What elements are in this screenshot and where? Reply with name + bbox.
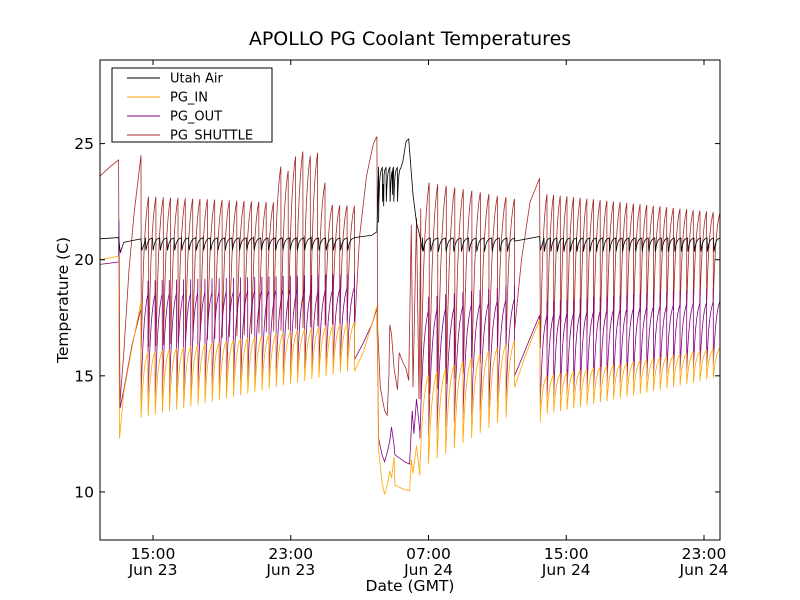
x-tick-label-date: Jun 23	[128, 561, 178, 579]
x-axis-label: Date (GMT)	[366, 577, 455, 595]
legend: Utah Air PG_IN PG_OUT PG_SHUTTLE	[111, 67, 273, 144]
y-tick-label: 20	[74, 251, 94, 269]
plot-lines	[100, 136, 720, 495]
x-tick-label-date: Jun 24	[541, 561, 591, 579]
legend-label: PG_IN	[170, 91, 208, 106]
y-tick-label: 25	[74, 135, 94, 153]
x-tick-label-time: 23:00	[682, 545, 727, 563]
series-line-utah-air	[100, 138, 720, 253]
y-tick-label: 10	[74, 483, 94, 501]
legend-label: PG_OUT	[170, 110, 222, 125]
x-tick-label-time: 07:00	[406, 545, 451, 563]
series-line-pg-in	[100, 255, 720, 495]
x-tick-label-time: 23:00	[268, 545, 313, 563]
x-tick-label-time: 15:00	[544, 545, 589, 563]
plot-frame	[99, 59, 721, 541]
x-tick-label-date: Jun 24	[679, 561, 729, 579]
y-tick-label: 15	[74, 367, 94, 385]
y-axis: 10 15 20 25	[74, 135, 720, 501]
x-tick-label-date: Jun 24	[403, 561, 453, 579]
y-axis-label: Temperature (C)	[54, 237, 72, 364]
x-tick-label-time: 15:00	[131, 545, 176, 563]
legend-label: Utah Air	[170, 72, 223, 87]
legend-box	[111, 67, 273, 143]
legend-label: PG_SHUTTLE	[170, 129, 253, 144]
x-tick-label-date: Jun 23	[265, 561, 315, 579]
chart-title: APOLLO PG Coolant Temperatures	[249, 28, 571, 50]
